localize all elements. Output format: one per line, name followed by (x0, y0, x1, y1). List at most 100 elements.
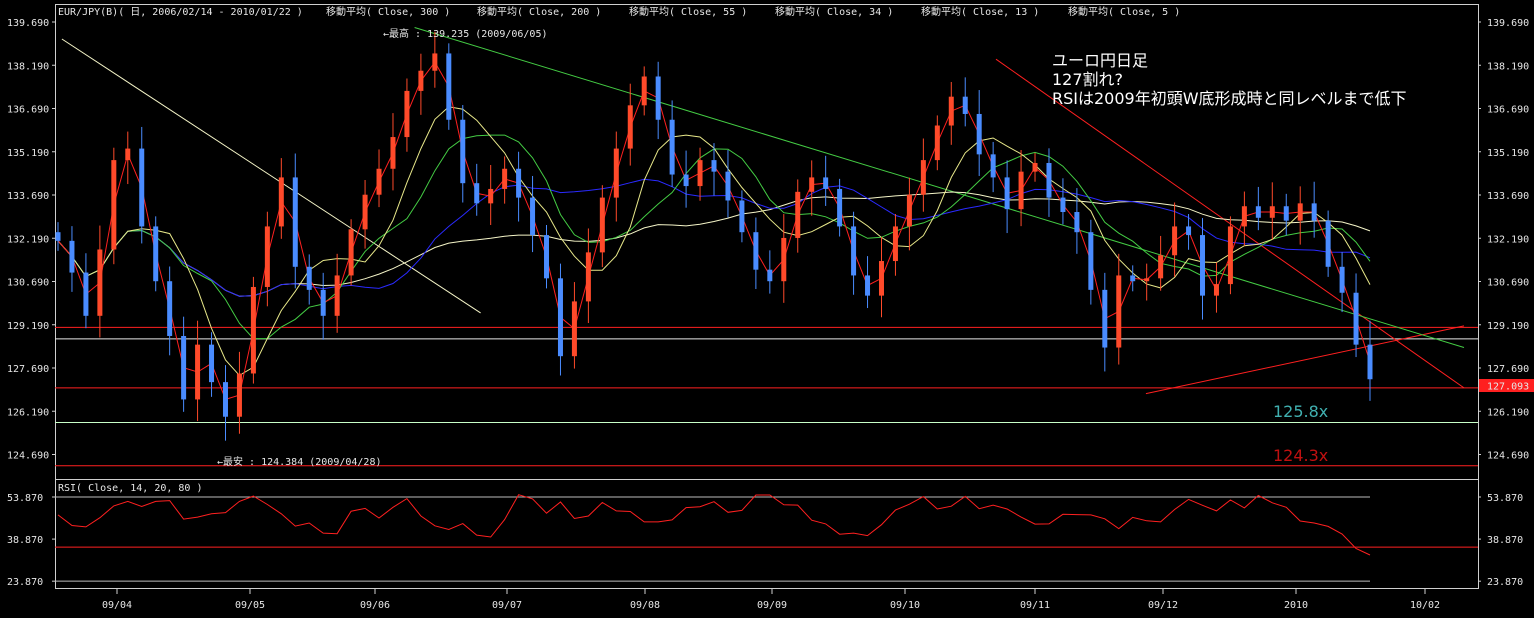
candle-body (502, 168, 508, 189)
candle-body (334, 275, 340, 316)
target-124-label: 124.3x (1273, 446, 1328, 465)
candle-body (892, 226, 898, 262)
y-tick-right-label: 135.190 (1487, 148, 1529, 159)
candle-body (1018, 171, 1024, 210)
candle-body (1088, 232, 1094, 290)
note-line-3: RSIは2009年初頭W底形成時と同レベルまで低下 (1052, 89, 1407, 108)
x-tick-label: 09/09 (757, 600, 787, 611)
y-tick-left-label: 129.190 (7, 321, 49, 332)
x-tick-label: 09/08 (630, 600, 660, 611)
candle-body (920, 160, 926, 195)
candle-body (181, 335, 187, 400)
candle-body (906, 194, 912, 227)
candle-body (139, 148, 145, 227)
candle-body (1269, 206, 1275, 218)
y-tick-right-label: 126.190 (1487, 407, 1529, 418)
candle-body (1283, 206, 1289, 221)
candle-body (934, 125, 940, 161)
ma200-line (57, 178, 1371, 297)
low-annotation: ←最安 : 124.384 (2009/04/28) (217, 455, 382, 468)
x-tick-label: 10/02 (1410, 600, 1440, 611)
candle-body (1297, 203, 1303, 221)
candle-body (990, 154, 996, 178)
y-tick-right-label: 129.190 (1487, 321, 1529, 332)
candle-body (111, 160, 117, 250)
candle-body (376, 168, 382, 195)
rsi-tick-left-label: 38.870 (7, 535, 43, 546)
candle-body (655, 76, 661, 120)
candle-body (1186, 226, 1192, 236)
candle-body (767, 269, 773, 282)
y-tick-right-label: 127.690 (1487, 364, 1529, 375)
candle-body (69, 240, 75, 273)
ma34-legend: 移動平均( Close, 34 ) (775, 5, 893, 18)
trendline (1145, 325, 1465, 395)
candle-body (571, 301, 577, 357)
candle-body (781, 237, 787, 282)
rsi-tick-right-label: 53.870 (1487, 493, 1523, 504)
y-tick-right-label: 130.690 (1487, 278, 1529, 289)
main-horizontal-lines (55, 326, 1478, 467)
ma300-legend: 移動平均( Close, 300 ) (326, 5, 450, 18)
candle-body (236, 373, 242, 417)
ma200-legend: 移動平均( Close, 200 ) (477, 5, 601, 18)
y-tick-right-label: 138.190 (1487, 61, 1529, 72)
y-tick-left-label: 130.690 (7, 278, 49, 289)
y-tick-left-label: 126.190 (7, 407, 49, 418)
candle-body (1046, 162, 1052, 198)
candle-body (432, 53, 438, 71)
candle-body (585, 252, 591, 302)
candle-body (669, 119, 675, 175)
candle-body (753, 232, 759, 270)
candle-body (837, 188, 843, 227)
candle-body (474, 183, 480, 204)
candle-body (348, 229, 354, 276)
x-tick-label: 09/11 (1020, 600, 1050, 611)
candle-body (83, 272, 89, 316)
y-tick-left-label: 136.690 (7, 105, 49, 116)
candle-body (404, 90, 410, 138)
candle-body (55, 232, 61, 241)
candle-body (488, 188, 494, 204)
y-tick-right-label: 133.690 (1487, 191, 1529, 202)
candle-body (195, 344, 201, 400)
candle-body (1255, 206, 1261, 218)
candle-body (1213, 284, 1219, 296)
candle-body (306, 266, 312, 290)
rsi-line (57, 494, 1371, 556)
candle-body (599, 197, 605, 253)
candle-body (976, 113, 982, 155)
x-tick-label: 09/06 (360, 600, 390, 611)
y-tick-right-label: 124.690 (1487, 451, 1529, 462)
rsi-panel (55, 494, 1478, 582)
candle-body (460, 119, 466, 184)
y-tick-right-label: 136.690 (1487, 105, 1529, 116)
y-tick-left-label: 132.190 (7, 234, 49, 245)
candle-body (725, 171, 731, 201)
candle-body (557, 278, 563, 357)
candle-body (613, 148, 619, 198)
note-line-1: ユーロ円日足 (1052, 51, 1148, 70)
y-tick-left-label: 124.690 (7, 451, 49, 462)
candle-body (1200, 235, 1206, 296)
note-line-2: 127割れ? (1052, 70, 1123, 89)
candles (55, 31, 1373, 441)
x-tick-label: 09/07 (492, 600, 522, 611)
candle-body (544, 235, 550, 279)
candle-body (292, 177, 298, 267)
candle-body (125, 148, 131, 161)
target-125-label: 125.8x (1273, 402, 1328, 421)
candle-body (627, 105, 633, 149)
x-axis: 09/04 09/05 09/06 09/07 09/08 09/09 09/10 09/11… (102, 589, 1440, 611)
candle-body (1158, 255, 1164, 279)
x-tick-label: 09/05 (235, 600, 265, 611)
trendline (414, 27, 1465, 349)
y-tick-left-label: 139.690 (7, 18, 49, 29)
candle-body (683, 174, 689, 187)
y-tick-left-label: 138.190 (7, 61, 49, 72)
candle-body (264, 226, 270, 287)
x-tick-label: 09/12 (1148, 600, 1178, 611)
candle-body (1032, 162, 1038, 172)
x-tick-label: 09/10 (890, 600, 920, 611)
